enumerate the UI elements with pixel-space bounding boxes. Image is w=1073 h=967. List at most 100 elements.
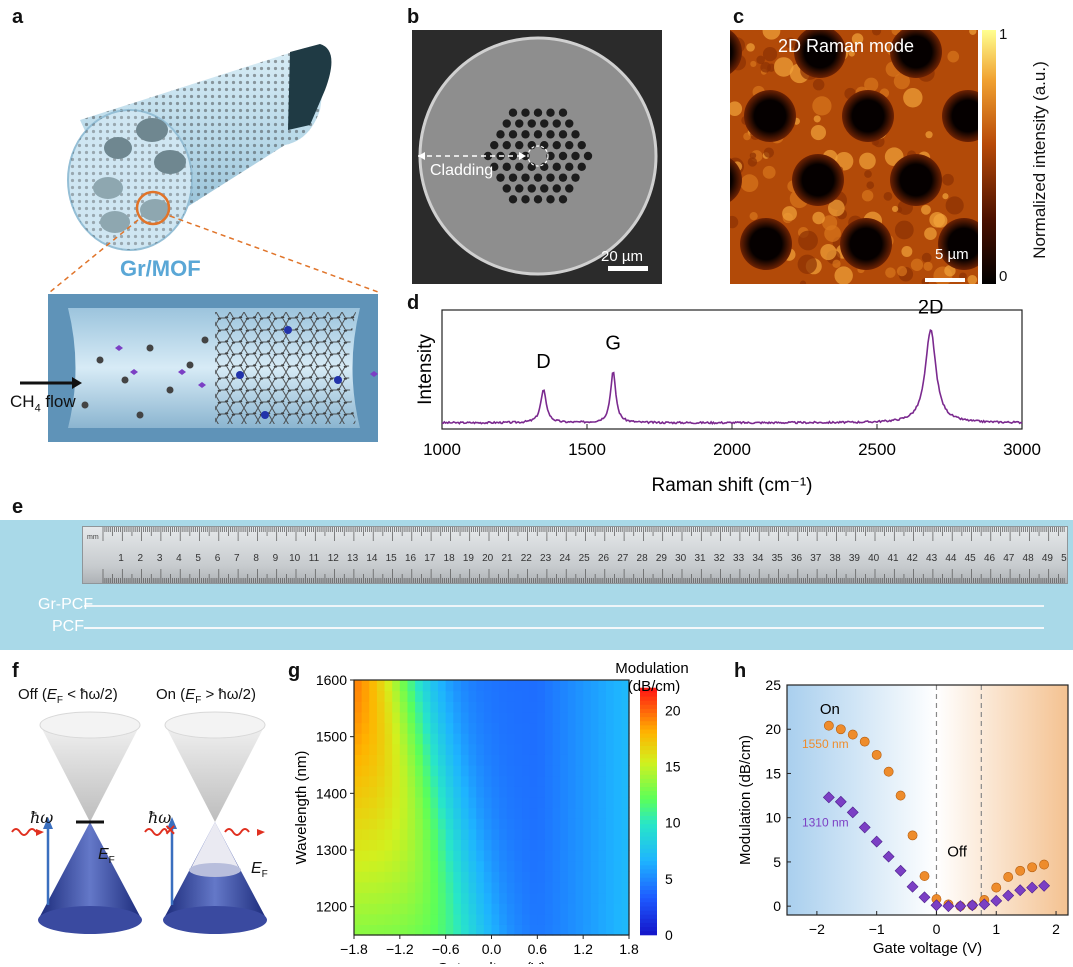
heatmap-cell xyxy=(552,807,561,819)
heatmap-cell xyxy=(468,860,477,872)
heatmap-cell xyxy=(598,871,607,883)
air-hole xyxy=(558,151,568,161)
point-1310nm xyxy=(906,880,919,893)
raman-speckle xyxy=(746,43,755,52)
heatmap-cell xyxy=(476,839,485,851)
heatmap-cell xyxy=(361,733,370,745)
heatmap-cell xyxy=(354,924,363,936)
heatmap-cell xyxy=(415,775,424,787)
y-tick-label-h: 0 xyxy=(773,898,781,914)
heatmap-cell xyxy=(476,786,485,798)
colorbar-g-segment xyxy=(640,749,657,755)
heatmap-cell xyxy=(407,701,416,713)
heatmap-cell xyxy=(514,690,523,702)
heatmap-cell xyxy=(354,913,363,925)
heatmap-cell xyxy=(407,743,416,755)
heatmap-cell xyxy=(369,807,378,819)
heatmap-cell xyxy=(438,871,447,883)
heatmap-cell xyxy=(460,680,470,692)
scalebar-c: 5 µm xyxy=(935,246,969,263)
heatmap-cell xyxy=(468,775,477,787)
colorbar-g-segment xyxy=(640,770,657,775)
heatmap-cell xyxy=(621,680,630,692)
heatmap-cell xyxy=(430,733,439,745)
flow-label: CH4 flow xyxy=(10,392,76,415)
heatmap-cell xyxy=(552,828,561,840)
heatmap-cell xyxy=(476,871,485,883)
heatmap-cell xyxy=(560,871,569,883)
heatmap-cell xyxy=(537,828,546,840)
heatmap-cell xyxy=(544,786,554,798)
heatmap-cell xyxy=(453,892,462,904)
colorbar-g-segment xyxy=(640,790,657,796)
heatmap-cell xyxy=(422,860,431,872)
heatmap-cell xyxy=(621,722,630,734)
colorbar-g-segment xyxy=(640,860,657,866)
heatmap-cell xyxy=(598,839,607,851)
heatmap-cell xyxy=(399,711,409,724)
point-1550nm xyxy=(919,871,930,881)
heatmap-cell xyxy=(514,807,523,819)
ruler-number: 44 xyxy=(945,553,957,564)
point-1310nm xyxy=(966,899,979,912)
material-label: Gr/MOF xyxy=(120,256,201,281)
raman-speckle xyxy=(903,88,923,108)
heatmap-cell xyxy=(560,743,569,755)
ruler-number: 16 xyxy=(405,553,417,564)
heatmap-cell xyxy=(537,818,546,830)
ef-label-off: EF xyxy=(98,846,115,867)
colorbar-g-segment xyxy=(640,889,657,895)
heatmap-cell xyxy=(468,701,477,713)
hw-label-off: ħω xyxy=(30,808,54,827)
heatmap-cell xyxy=(522,775,531,787)
heatmap-cell xyxy=(399,786,409,798)
heatmap-cell xyxy=(560,850,569,862)
raman-speckle xyxy=(824,225,841,242)
heatmap-cell xyxy=(613,881,622,894)
heatmap-cell xyxy=(445,765,454,777)
off-region xyxy=(936,685,1068,915)
heatmap-cell xyxy=(514,860,523,872)
heatmap-cell xyxy=(438,722,447,734)
heatmap-cell xyxy=(476,690,485,702)
air-hole xyxy=(502,184,511,193)
heatmap-cell xyxy=(514,711,523,724)
heatmap-cell xyxy=(415,828,424,840)
heatmap-cell xyxy=(499,924,508,936)
colorbar-g-segment xyxy=(640,926,657,932)
heatmap-cell xyxy=(376,796,386,809)
ruler-number: 33 xyxy=(733,553,745,564)
air-hole xyxy=(490,162,499,172)
colorbar-g-segment xyxy=(640,885,657,891)
heatmap-cell xyxy=(422,701,431,713)
point-1310nm xyxy=(1026,881,1039,894)
ruler: mm 1 2 3 4 5 6 7 8 9 10 11 12 13 14 15 16 17 18 19 20 21 22 23 2… xyxy=(82,526,1073,584)
heatmap-cell xyxy=(499,680,508,692)
colorbar-g-segment xyxy=(640,708,657,713)
heatmap-cell xyxy=(392,733,401,745)
heatmap-cell xyxy=(613,850,622,862)
heatmap-cell xyxy=(522,722,531,734)
raman-speckle xyxy=(910,258,924,271)
heatmap-cell xyxy=(560,680,569,692)
heatmap-cell xyxy=(552,860,561,872)
air-hole xyxy=(527,119,536,128)
heatmap-cell xyxy=(376,903,386,915)
heatmap-cell xyxy=(445,903,454,915)
heatmap-cell xyxy=(354,765,363,777)
heatmap-cell xyxy=(399,765,409,777)
heatmap-cell xyxy=(575,743,584,755)
point-1550nm xyxy=(895,790,906,801)
heatmap-cell xyxy=(354,828,363,840)
point-1550nm xyxy=(1003,872,1014,882)
heatmap-cell xyxy=(590,754,600,766)
heatmap-cell xyxy=(529,743,538,755)
heatmap-cell xyxy=(537,733,546,745)
heatmap-cell xyxy=(560,828,569,840)
heatmap-cell xyxy=(537,765,546,777)
heatmap-cell xyxy=(514,743,523,755)
heatmap-cell xyxy=(399,860,409,872)
colorbar-g-segment xyxy=(640,757,657,763)
heatmap-cell xyxy=(453,754,462,766)
y-tick-label-g: 1600 xyxy=(316,672,347,688)
